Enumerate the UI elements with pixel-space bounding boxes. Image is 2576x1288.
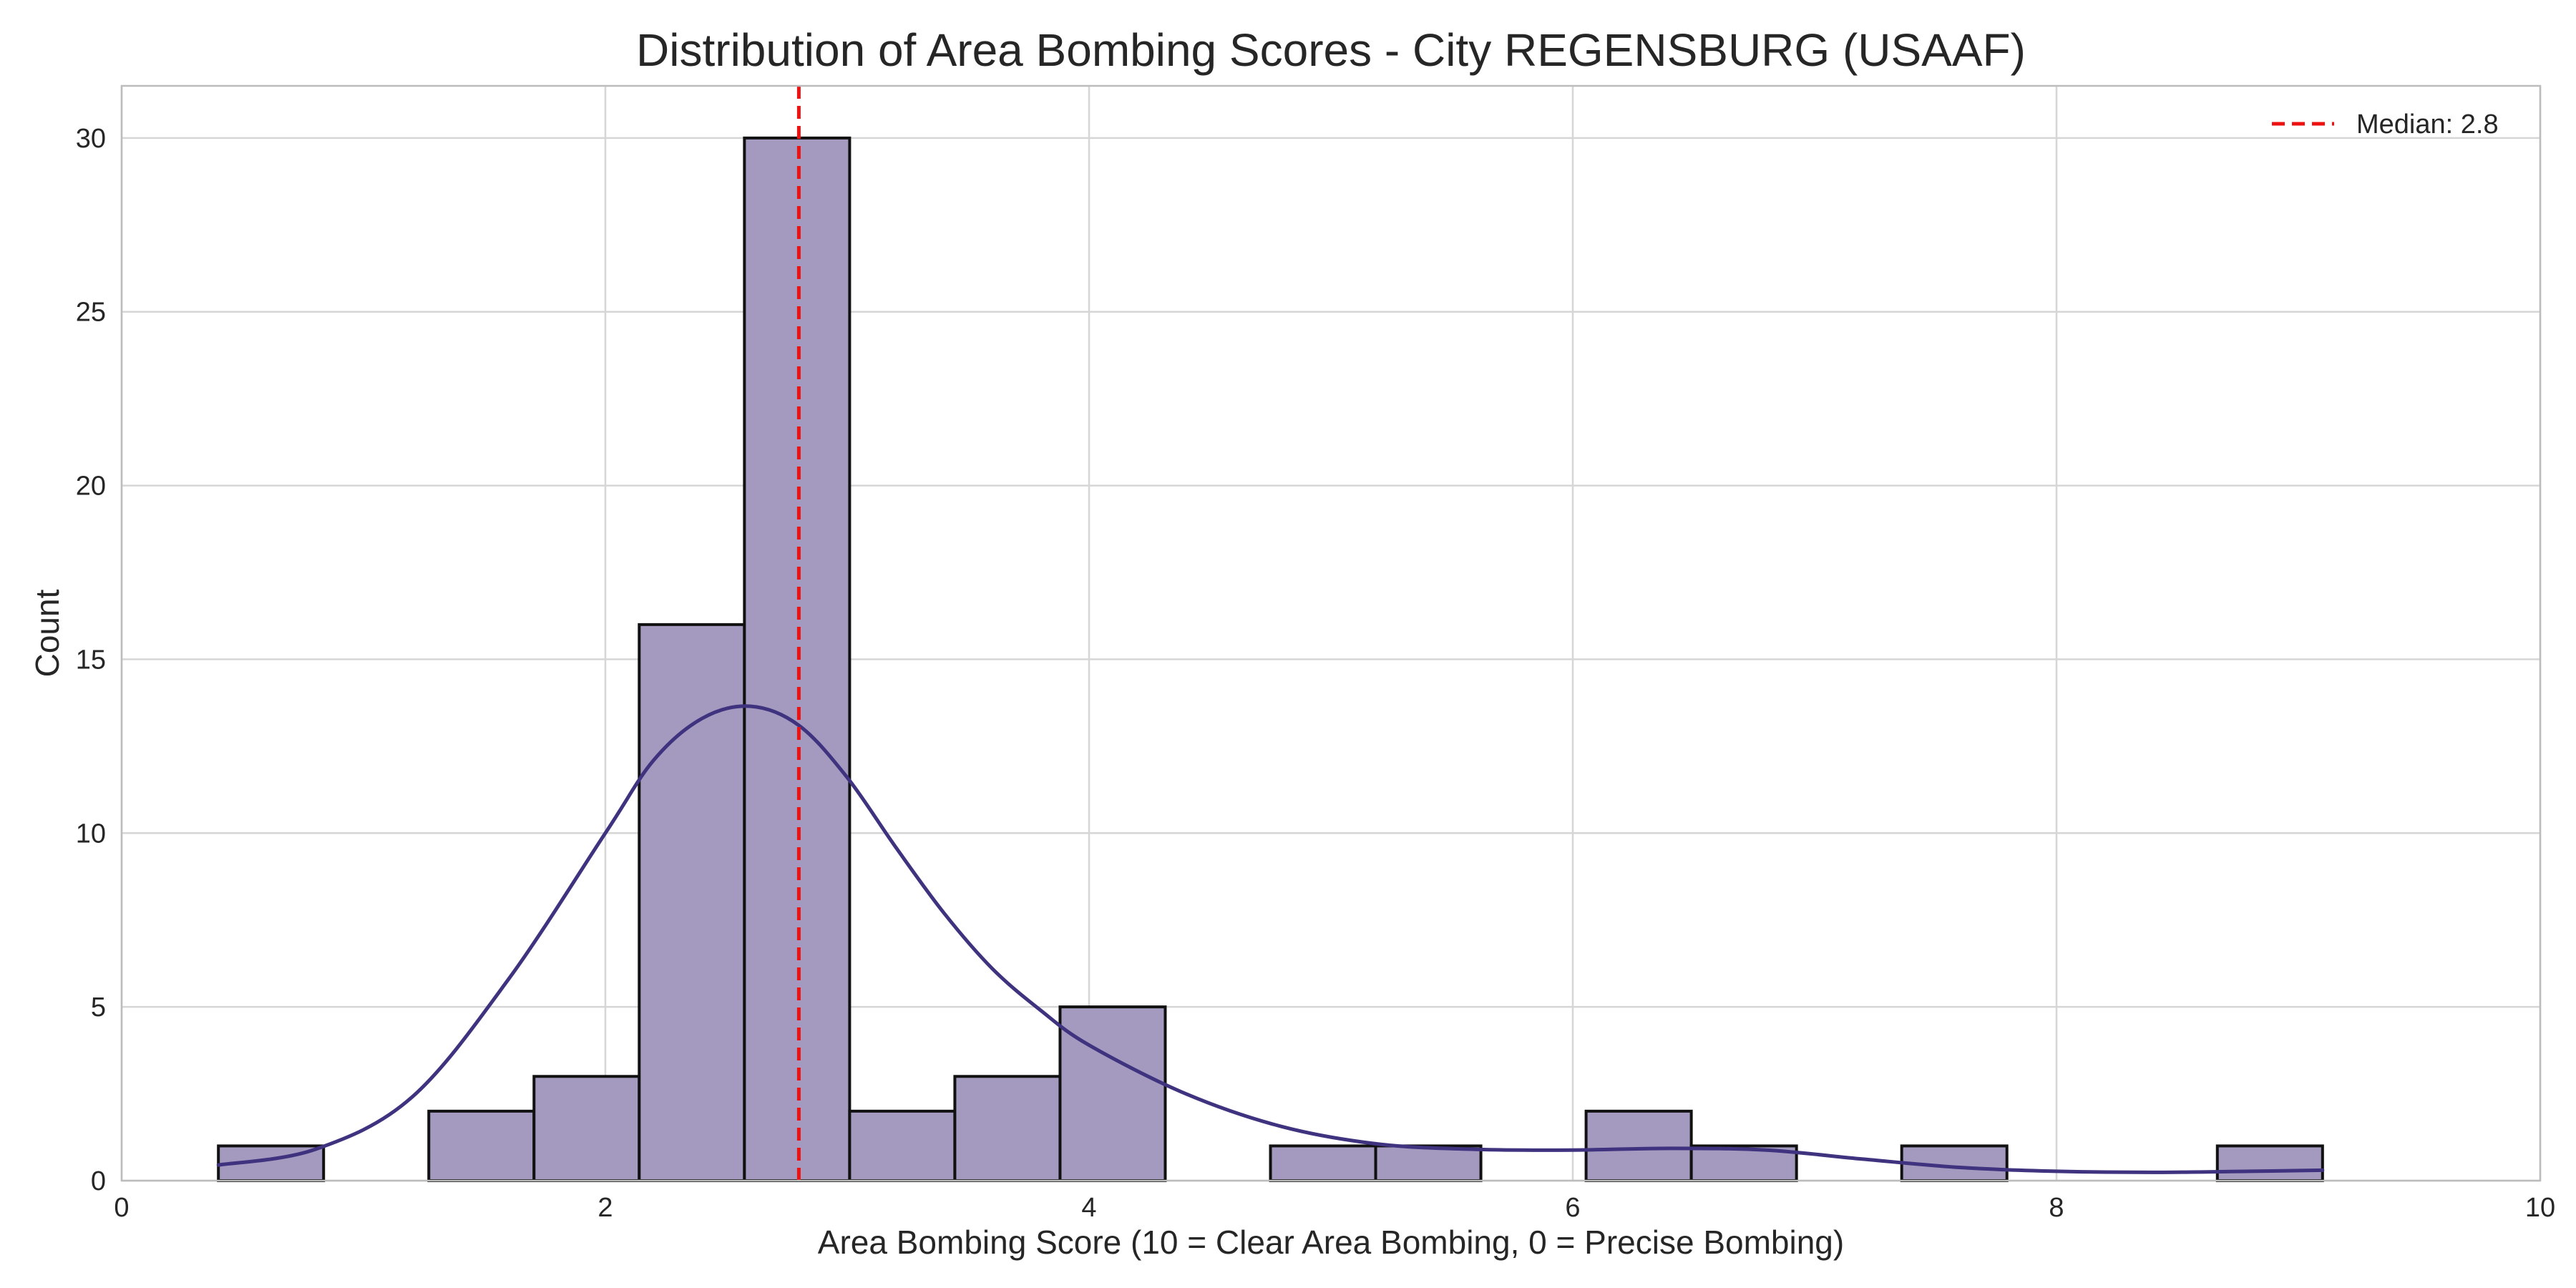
chart-title: Distribution of Area Bombing Scores - Ci…	[636, 24, 2026, 76]
histogram-bar	[743, 136, 852, 1182]
histogram-bar	[1584, 1109, 1693, 1183]
y-tick-label: 0	[91, 1166, 106, 1196]
histogram-bar	[427, 1109, 536, 1183]
plot-frame	[120, 84, 2542, 1182]
y-tick-label: 30	[76, 124, 106, 154]
y-tick-label: 20	[76, 472, 106, 502]
kde-layer	[216, 704, 2325, 1174]
x-tick-label: 10	[2525, 1193, 2555, 1223]
x-axis-label: Area Bombing Score (10 = Clear Area Bomb…	[818, 1224, 1844, 1261]
y-tick-label: 25	[76, 298, 106, 328]
histogram-bar	[2215, 1144, 2324, 1183]
histogram-bar	[1058, 1005, 1167, 1182]
kde-curve	[216, 704, 2325, 1174]
y-tick-label: 15	[76, 645, 106, 675]
tick-labels: 0 2 4 6 8 10 0 5 10 15 20 25 30	[76, 124, 2555, 1223]
histogram-bar	[953, 1075, 1062, 1183]
y-tick-label: 10	[76, 819, 106, 849]
histogram-bar	[1269, 1144, 1377, 1183]
grid-lines	[120, 86, 2542, 1182]
histogram-bar	[848, 1109, 957, 1183]
x-tick-label: 6	[1565, 1193, 1580, 1223]
y-tick-label: 5	[91, 992, 106, 1023]
x-tick-label: 4	[1081, 1193, 1096, 1223]
legend: Median: 2.8	[2272, 109, 2499, 140]
legend-median-label: Median: 2.8	[2356, 109, 2499, 140]
x-tick-label: 2	[597, 1193, 613, 1223]
x-tick-label: 0	[114, 1193, 129, 1223]
y-axis-label: Count	[29, 589, 66, 677]
x-tick-label: 8	[2049, 1193, 2064, 1223]
histogram-bar	[1374, 1144, 1483, 1183]
histogram-bars	[217, 136, 2324, 1183]
histogram-bar	[532, 1075, 641, 1183]
